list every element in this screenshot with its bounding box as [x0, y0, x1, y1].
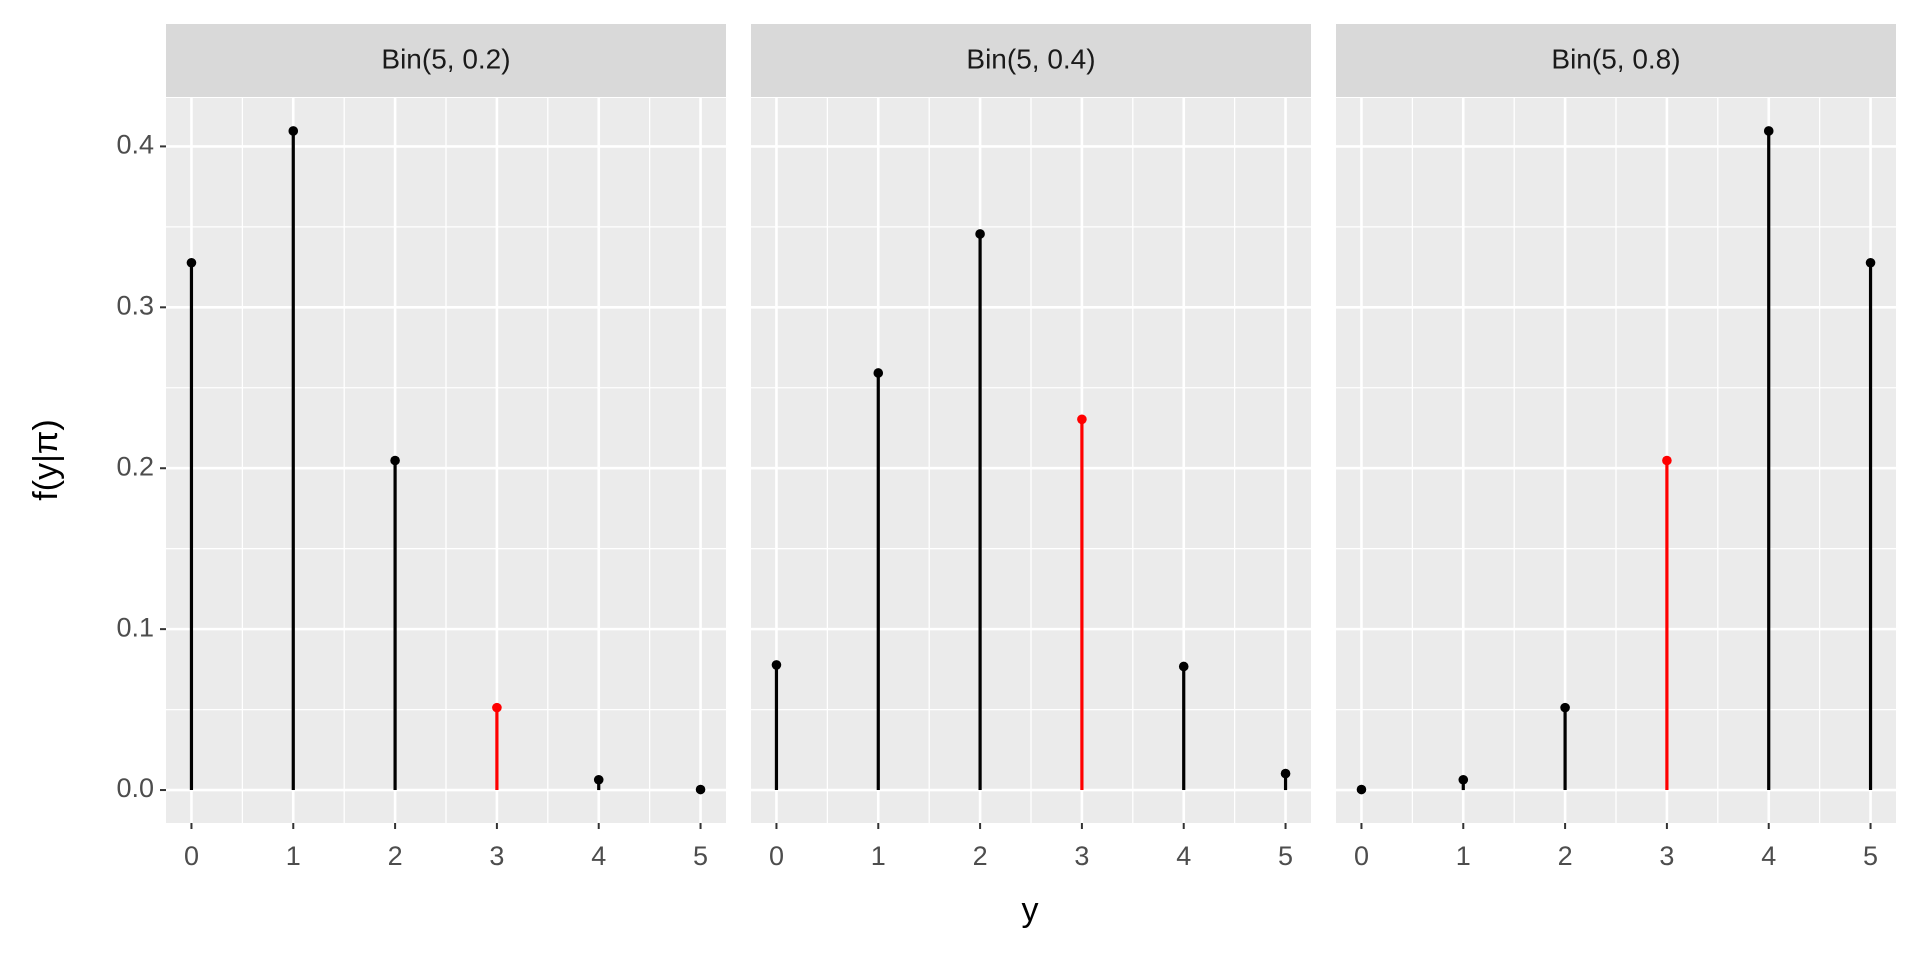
strip-background	[751, 24, 1311, 97]
x-tick-label: 4	[1176, 841, 1191, 871]
y-tick-label: 0.3	[116, 290, 154, 320]
strip-background	[1336, 24, 1896, 97]
strip-title: Bin(5, 0.2)	[381, 43, 510, 74]
x-tick-label: 4	[1761, 841, 1776, 871]
point	[1763, 126, 1774, 136]
point	[873, 368, 884, 378]
point	[1458, 774, 1469, 785]
point	[1560, 702, 1570, 713]
x-tick-label: 3	[1659, 841, 1674, 871]
x-tick-label: 1	[1456, 841, 1471, 871]
x-tick-label: 5	[693, 841, 708, 871]
x-tick-label: 2	[1558, 841, 1573, 871]
y-tick-label: 0.2	[116, 451, 154, 481]
x-tick-label: 3	[489, 841, 504, 871]
point	[1356, 784, 1367, 795]
x-tick-label: 1	[286, 841, 301, 871]
point	[186, 257, 197, 268]
point	[1178, 661, 1189, 672]
x-tick-label: 5	[1863, 841, 1878, 871]
x-tick-label: 4	[591, 841, 606, 871]
point	[288, 126, 299, 136]
y-axis-title: f(y|π)	[27, 419, 65, 500]
x-tick-label: 2	[388, 841, 403, 871]
strip-title: Bin(5, 0.4)	[966, 43, 1095, 74]
y-tick-label: 0.0	[116, 773, 154, 803]
point	[771, 660, 782, 670]
x-tick-label: 0	[769, 841, 784, 871]
strip-title: Bin(5, 0.8)	[1551, 43, 1680, 74]
point	[1077, 414, 1087, 425]
x-tick-label: 0	[1354, 841, 1369, 871]
point	[1662, 455, 1672, 466]
point	[390, 455, 400, 466]
x-tick-label: 2	[973, 841, 988, 871]
point	[1865, 257, 1876, 268]
y-tick-label: 0.1	[116, 612, 154, 642]
strip-background	[166, 24, 726, 97]
x-tick-label: 0	[184, 841, 199, 871]
y-tick-label: 0.4	[116, 130, 154, 160]
point	[593, 774, 604, 785]
point	[695, 784, 706, 795]
x-tick-label: 1	[871, 841, 886, 871]
x-axis-title: y	[1022, 891, 1039, 929]
x-tick-label: 3	[1074, 841, 1089, 871]
point	[1280, 768, 1291, 779]
x-tick-label: 5	[1278, 841, 1293, 871]
point	[492, 702, 502, 713]
point	[975, 229, 985, 239]
